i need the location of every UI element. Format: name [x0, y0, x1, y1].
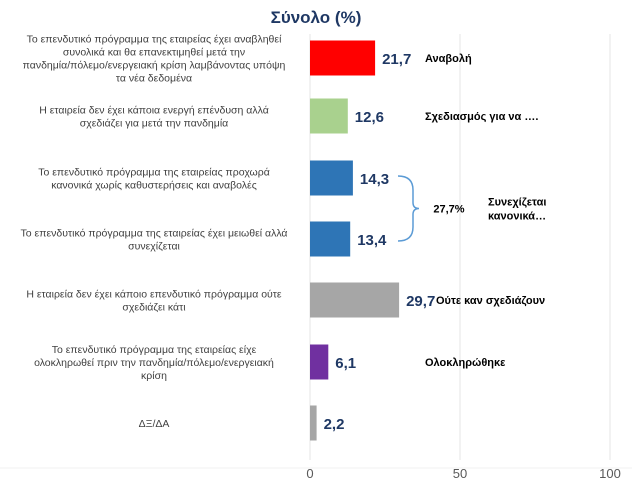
- category-label: Το επενδυτικό πρόγραμμα της εταιρείας εί…: [52, 344, 257, 356]
- group-brace: [397, 175, 420, 242]
- group-annotation-text: Συνεχίζεται: [488, 197, 546, 209]
- bar-value-label: 2,2: [324, 416, 345, 433]
- side-annotation: Σχεδιασμός για να ….: [425, 111, 538, 123]
- bar-value-label: 14,3: [360, 171, 389, 188]
- category-label: σχεδιάζει για μετά την πανδημία: [80, 118, 228, 130]
- bar-6: [310, 405, 317, 441]
- category-label: ΔΞ/ΔΑ: [139, 418, 170, 430]
- x-tick-label: 100: [599, 466, 621, 481]
- side-annotation: Ολοκληρώθηκε: [425, 357, 506, 369]
- category-label: συνολικά και θα επανεκτιμηθεί μετά την: [63, 47, 245, 59]
- category-label: Η εταιρεία δεν έχει κάποια ενεργή επένδυ…: [39, 105, 269, 117]
- category-label: συνεχίζεται: [128, 241, 180, 253]
- category-label: κρίση: [141, 370, 167, 382]
- chart-title: Σύνολο (%): [271, 8, 362, 27]
- category-label: τα νέα δεδομένα: [116, 73, 192, 85]
- category-label: Η εταιρεία δεν έχει κάποιο επενδυτικό πρ…: [26, 289, 282, 301]
- bar-value-label: 6,1: [335, 355, 356, 372]
- category-label: ολοκληρωθεί πριν την πανδημία/πόλεμο/ενε…: [34, 357, 274, 369]
- bar-5: [310, 344, 329, 380]
- side-annotation: Ούτε καν σχεδιάζουν: [436, 295, 545, 307]
- category-label: σχεδιάζει κάτι: [122, 302, 186, 314]
- category-label: Το επενδυτικό πρόγραμμα της εταιρείας έχ…: [27, 34, 283, 46]
- x-tick-label: 0: [306, 466, 313, 481]
- group-total-label: 27,7%: [433, 204, 464, 216]
- x-tick-label: 50: [453, 466, 467, 481]
- category-label: Το επενδυτικό πρόγραμμα της εταιρείας έχ…: [21, 228, 288, 240]
- category-label: Το επενδυτικό πρόγραμμα της εταιρείας πρ…: [38, 167, 270, 179]
- bar-value-label: 29,7: [406, 293, 435, 310]
- category-label: κανονικά χωρίς καθυστερήσεις και αναβολέ…: [51, 180, 257, 192]
- bar-1: [310, 98, 348, 134]
- bar-0: [310, 40, 376, 76]
- group-annotation-text: κανονικά…: [488, 211, 546, 223]
- bar-value-label: 21,7: [382, 51, 411, 68]
- bar-value-label: 12,6: [355, 109, 384, 126]
- category-label: πανδημία/πόλεμο/ενεργειακή κρίση λαμβάνο…: [23, 60, 286, 72]
- side-annotation: Αναβολή: [425, 53, 472, 65]
- bar-value-label: 13,4: [357, 232, 387, 249]
- bar-2: [310, 160, 353, 196]
- bar-3: [310, 221, 351, 257]
- bar-4: [310, 282, 400, 318]
